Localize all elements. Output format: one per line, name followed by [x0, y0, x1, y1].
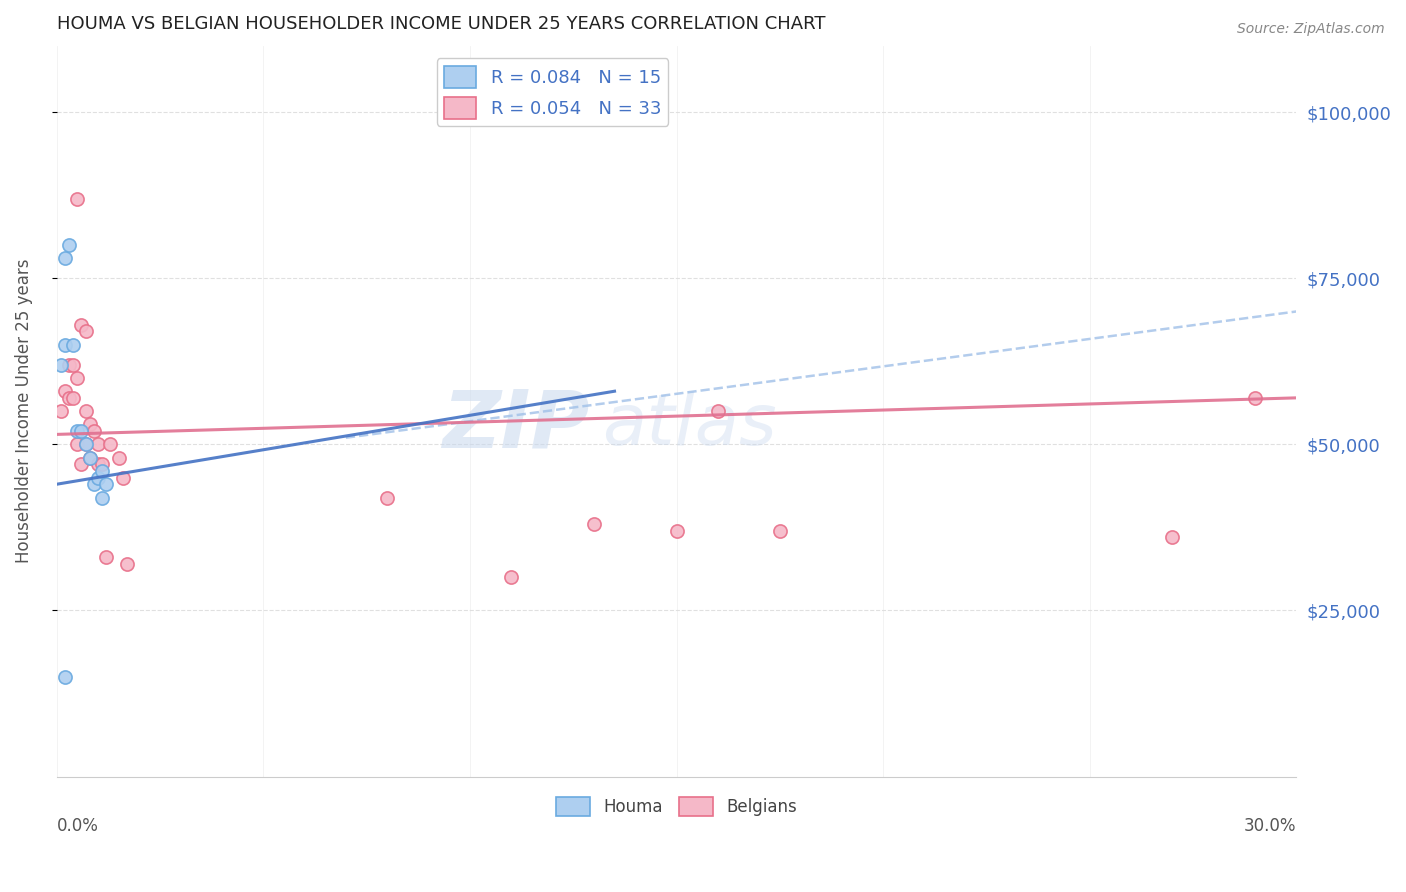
Text: 0.0%: 0.0% — [56, 817, 98, 835]
Point — [70, 458, 93, 472]
Point — [87, 458, 110, 472]
Point — [1244, 391, 1267, 405]
Text: Source: ZipAtlas.com: Source: ZipAtlas.com — [1237, 22, 1385, 37]
Point — [53, 252, 76, 266]
Text: 30.0%: 30.0% — [1244, 817, 1296, 835]
Point — [91, 464, 114, 478]
Point — [66, 437, 89, 451]
Point — [1161, 530, 1184, 544]
Point — [665, 524, 688, 538]
Point — [582, 517, 605, 532]
Point — [79, 417, 101, 432]
Point — [70, 318, 93, 332]
Point — [75, 437, 97, 451]
Point — [501, 570, 523, 584]
Point — [66, 371, 89, 385]
Point — [58, 238, 80, 252]
Text: HOUMA VS BELGIAN HOUSEHOLDER INCOME UNDER 25 YEARS CORRELATION CHART: HOUMA VS BELGIAN HOUSEHOLDER INCOME UNDE… — [56, 15, 825, 33]
Point — [53, 384, 76, 399]
Point — [707, 404, 730, 418]
Point — [83, 477, 105, 491]
Point — [769, 524, 792, 538]
Point — [111, 470, 134, 484]
Point — [75, 437, 97, 451]
Point — [75, 325, 97, 339]
Point — [79, 450, 101, 465]
Point — [53, 337, 76, 351]
Point — [96, 477, 118, 491]
Point — [62, 358, 84, 372]
Text: atlas: atlas — [602, 392, 776, 460]
Point — [91, 458, 114, 472]
Point — [79, 450, 101, 465]
Point — [49, 404, 72, 418]
Point — [98, 437, 121, 451]
Point — [87, 470, 110, 484]
Point — [62, 391, 84, 405]
Point — [75, 404, 97, 418]
Y-axis label: Householder Income Under 25 years: Householder Income Under 25 years — [15, 259, 32, 564]
Point — [375, 491, 398, 505]
Point — [115, 557, 138, 571]
Legend: Houma, Belgians: Houma, Belgians — [550, 790, 803, 823]
Point — [58, 391, 80, 405]
Point — [107, 450, 129, 465]
Point — [87, 437, 110, 451]
Point — [49, 358, 72, 372]
Point — [66, 192, 89, 206]
Point — [62, 337, 84, 351]
Point — [66, 424, 89, 438]
Point — [58, 358, 80, 372]
Point — [91, 491, 114, 505]
Text: ZIP: ZIP — [443, 387, 589, 465]
Point — [53, 670, 76, 684]
Point — [96, 550, 118, 565]
Point — [83, 424, 105, 438]
Point — [70, 424, 93, 438]
